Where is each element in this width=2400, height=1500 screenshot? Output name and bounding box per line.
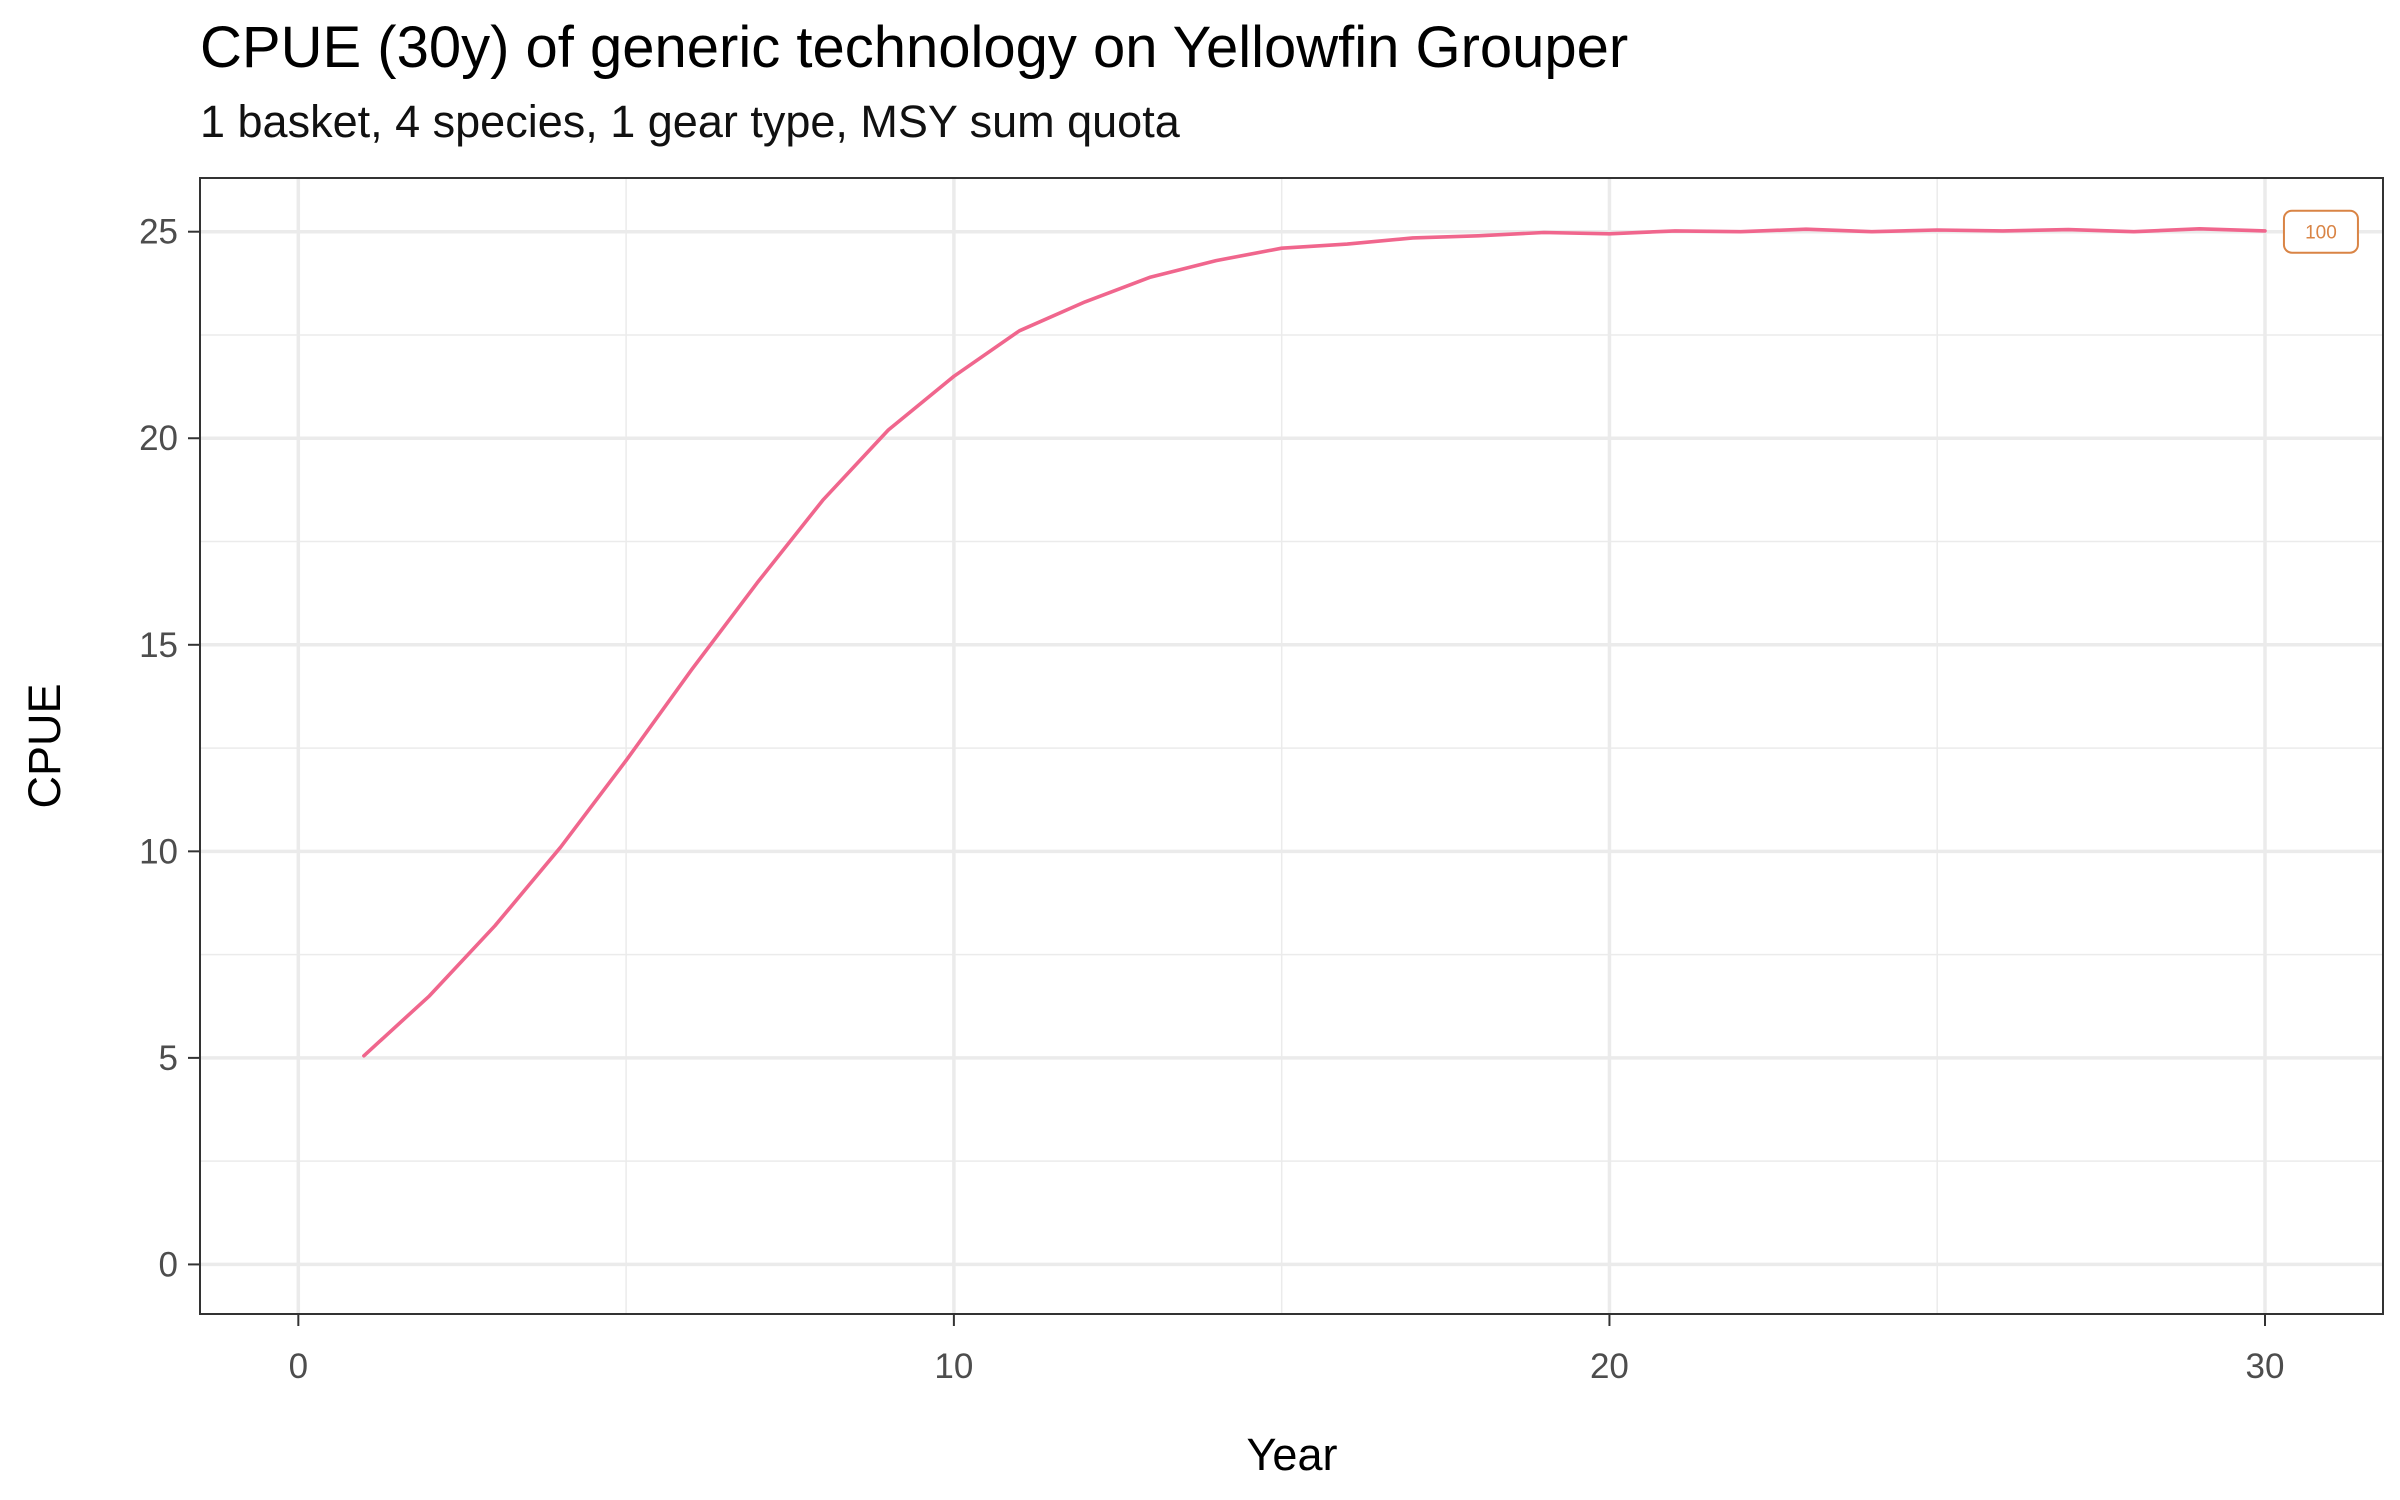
chart-title: CPUE (30y) of generic technology on Yell…	[200, 15, 1629, 80]
y-tick-label: 5	[159, 1039, 178, 1078]
y-tick-label: 20	[139, 419, 178, 458]
panel-border	[199, 177, 2384, 1315]
end-label-text: 100	[2305, 223, 2337, 244]
x-tick-label: 0	[289, 1347, 308, 1386]
end-label-box	[2282, 209, 2359, 254]
tick-labels: 0 10 20 30 0 5 10 15 20 25	[139, 213, 2284, 1386]
major-gridlines	[200, 178, 2383, 1314]
series-line-1	[362, 227, 2267, 1058]
x-axis-title: Year	[1247, 1429, 1338, 1480]
x-tick-label: 10	[934, 1347, 973, 1386]
minor-gridlines	[200, 178, 2383, 1314]
x-tick-label: 20	[1590, 1347, 1629, 1386]
y-tick-label: 10	[139, 832, 178, 871]
y-tick-label: 0	[159, 1245, 178, 1284]
end-label-layer: 100	[2282, 209, 2359, 254]
series-layer	[362, 227, 2267, 1058]
y-tick-label: 25	[139, 213, 178, 252]
x-tick-label: 30	[2246, 1347, 2285, 1386]
y-axis-title: CPUE	[19, 683, 70, 808]
axis-ticks	[188, 230, 2266, 1326]
chart-subtitle: 1 basket, 4 species, 1 gear type, MSY su…	[200, 96, 1180, 147]
y-tick-label: 15	[139, 626, 178, 665]
